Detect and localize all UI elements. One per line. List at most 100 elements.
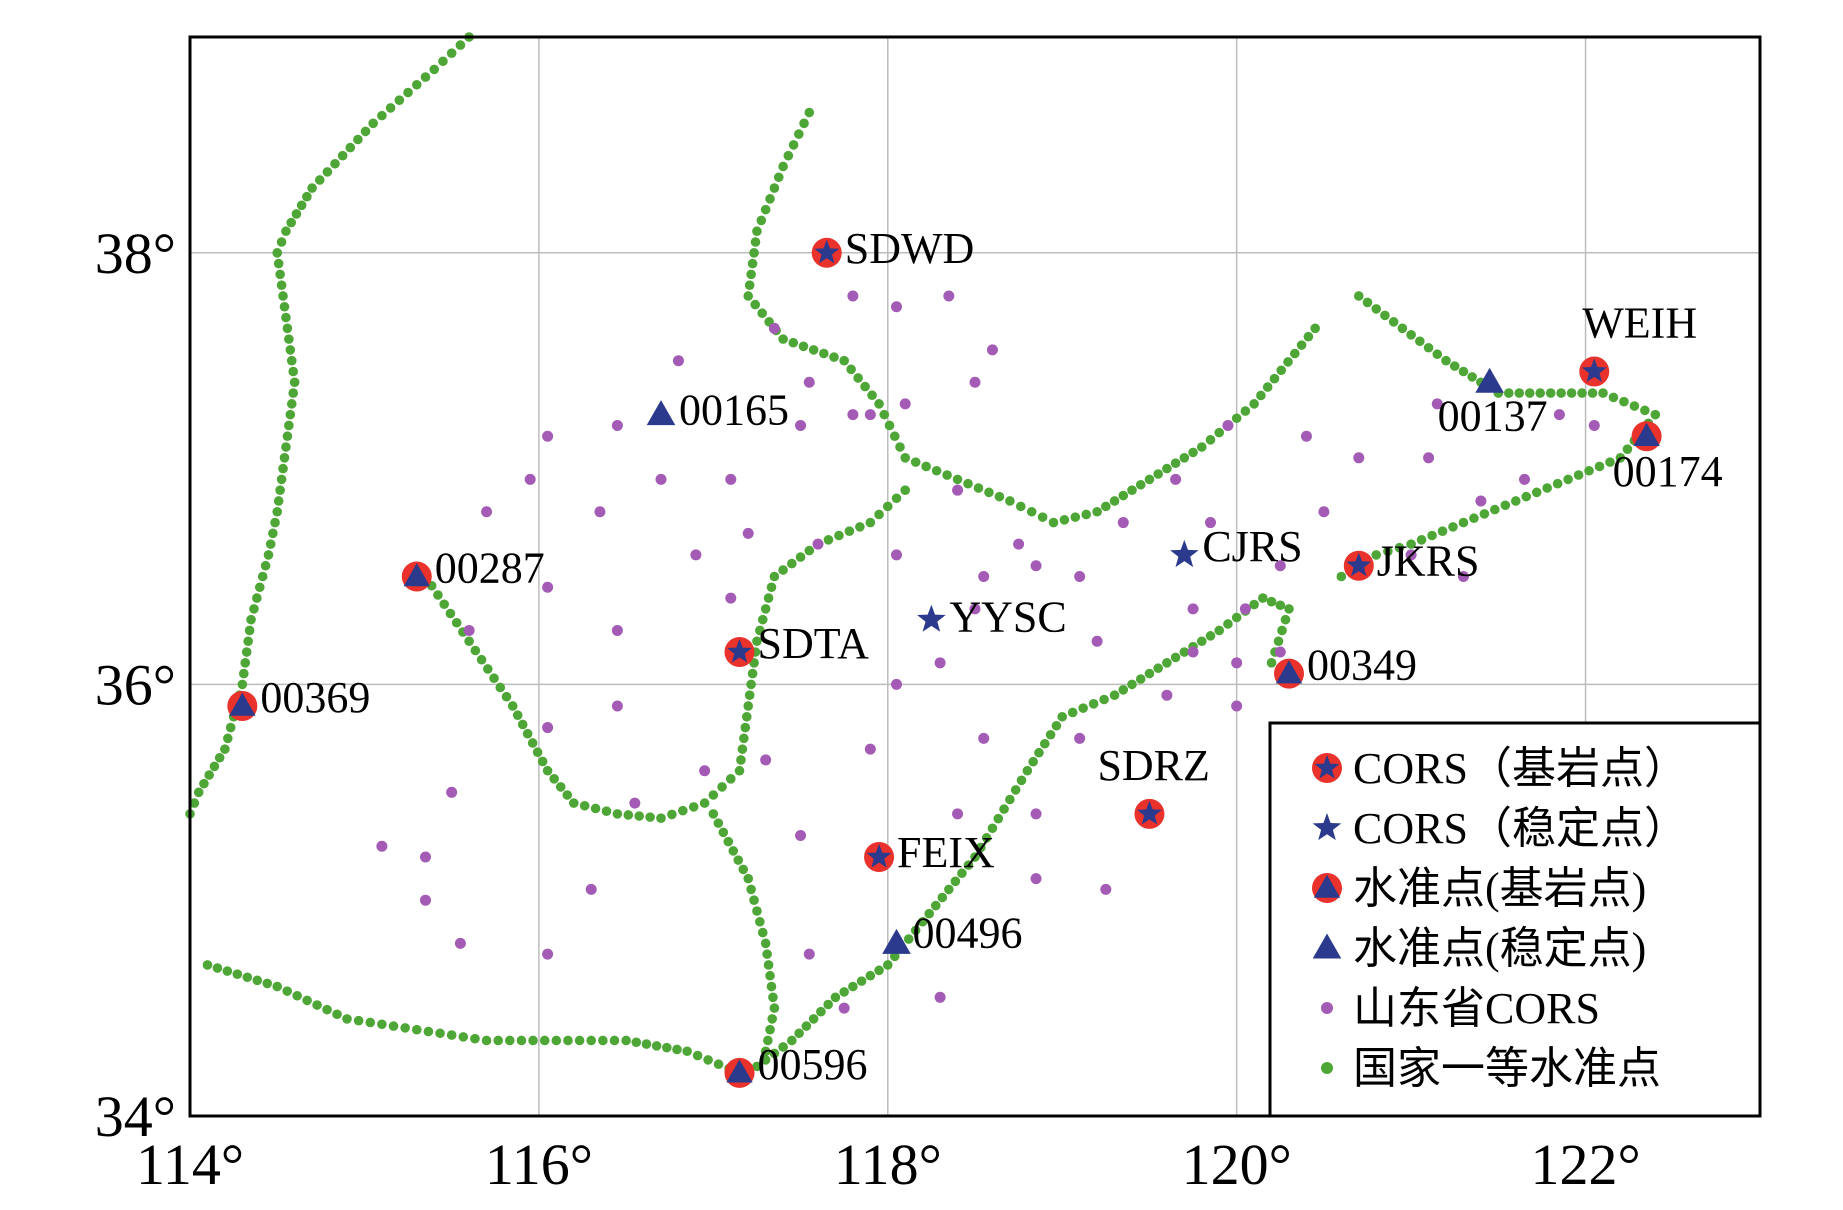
leveling-point <box>1336 571 1347 582</box>
leveling-point <box>1045 729 1056 740</box>
leveling-point <box>757 308 767 319</box>
leveling-point <box>1026 506 1037 517</box>
station-label: WEIH <box>1582 298 1697 347</box>
leveling-point <box>337 150 348 161</box>
shandong-cors-point <box>542 430 554 442</box>
leveling-point <box>281 312 291 323</box>
legend: CORS（基岩点） CORS（稳定点） 水准点(基岩点) 水准点(稳定点) 山东省COR… <box>1268 721 1762 1118</box>
shandong-cors-point <box>1187 603 1199 615</box>
leveling-point <box>1205 435 1216 445</box>
leveling-point <box>307 183 317 193</box>
leveling-point <box>741 711 752 722</box>
leveling-point <box>778 161 788 172</box>
leveling-point <box>438 56 448 67</box>
leveling-point <box>278 463 288 474</box>
legend-items: CORS（基岩点） CORS（稳定点） 水准点(基岩点) 水准点(稳定点) 山东省COR… <box>1312 744 1688 1093</box>
leveling-point <box>752 636 762 647</box>
leveling-point <box>889 431 900 442</box>
station-label: SDWD <box>845 224 975 273</box>
leveling-point <box>1205 631 1216 641</box>
leveling-point <box>1214 625 1225 636</box>
leveling-point <box>921 461 931 472</box>
leveling-point <box>769 183 780 193</box>
shandong-cors-point <box>891 549 902 561</box>
station-label: YYSC <box>949 593 1066 642</box>
leveling-point <box>1275 600 1286 611</box>
station-label: SDTA <box>758 619 870 668</box>
star-icon <box>866 844 892 868</box>
leveling-point <box>252 593 262 603</box>
triangle-icon <box>726 1059 753 1083</box>
leveling-point <box>783 150 794 161</box>
shandong-cors-point <box>838 1002 850 1014</box>
leveling-point <box>1594 461 1605 472</box>
leveling-point <box>270 517 280 528</box>
shandong-cors-point <box>986 344 998 356</box>
leveling-point <box>1092 506 1102 517</box>
leveling-point <box>282 986 292 996</box>
x-tick-label: 122° <box>1530 1132 1640 1197</box>
shandong-cors-point <box>1091 635 1103 647</box>
triangle-icon <box>1313 874 1341 898</box>
leveling-point <box>1266 596 1277 607</box>
leveling-point <box>718 827 729 838</box>
station-label: SDRZ <box>1097 741 1209 790</box>
leveling-point <box>1545 388 1556 398</box>
leveling-point <box>734 765 745 776</box>
leveling-point <box>246 614 256 625</box>
leveling-point <box>489 673 499 684</box>
leveling-point <box>204 770 214 780</box>
legend-label: 水准点(基岩点) <box>1353 864 1646 913</box>
leveling-point <box>296 200 307 211</box>
leveling-point <box>232 969 243 979</box>
leveling-point <box>302 995 312 1006</box>
leveling-point <box>651 1041 662 1051</box>
shandong-cors-point <box>690 549 702 561</box>
shandong-cors-point <box>1074 571 1086 582</box>
shandong-cors-point <box>1318 506 1330 518</box>
leveling-point <box>1070 512 1081 522</box>
shandong-cors-point <box>594 506 606 518</box>
shandong-cors-point <box>891 301 902 313</box>
leveling-point <box>808 345 819 355</box>
leveling-point <box>360 126 371 137</box>
star-icon <box>1312 813 1342 841</box>
leveling-point <box>801 1021 812 1031</box>
station-label: 00174 <box>1613 447 1723 496</box>
leveling-point <box>656 813 666 823</box>
leveling-point <box>808 1014 819 1024</box>
leveling-point <box>1371 304 1382 314</box>
station-marker <box>1274 658 1304 689</box>
station-marker <box>864 842 895 873</box>
shandong-cors-point <box>934 991 946 1003</box>
leveling-point <box>273 258 284 269</box>
station-marker <box>1134 798 1165 829</box>
shandong-cors-point <box>542 581 554 593</box>
leveling-point <box>1573 470 1584 480</box>
map-frame <box>188 35 1762 1118</box>
leveling-point <box>330 158 340 169</box>
leveling-point <box>445 608 456 619</box>
leveling-point <box>1101 501 1111 512</box>
leveling-point <box>1048 517 1059 528</box>
shandong-cors-points <box>376 290 1600 1014</box>
leveling-point <box>757 927 768 938</box>
leveling-point <box>799 118 809 129</box>
leveling-point <box>867 390 877 401</box>
leveling-point <box>1521 491 1532 502</box>
station-marker <box>646 400 676 426</box>
leveling-point <box>568 798 579 808</box>
leveling-point <box>385 103 396 113</box>
leveling-point <box>760 938 771 949</box>
shandong-cors-point <box>899 398 911 410</box>
shandong-cors-point <box>812 538 824 550</box>
leveling-point <box>737 744 748 754</box>
leveling-point <box>778 1042 788 1052</box>
leveling-point <box>1231 612 1242 623</box>
leveling-point <box>760 1055 771 1065</box>
shandong-cors-point <box>1117 517 1129 529</box>
leveling-point <box>1415 336 1425 347</box>
leveling-point <box>1240 406 1251 416</box>
leveling-point <box>193 787 204 798</box>
station-marker <box>401 561 432 592</box>
